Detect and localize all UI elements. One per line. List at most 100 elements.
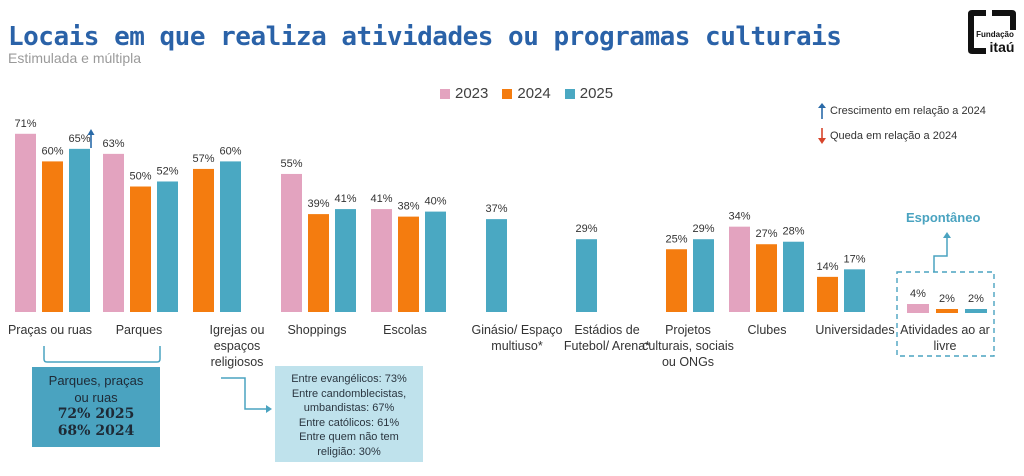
category-label: Ginásio/ Espaço multiuso* bbox=[457, 322, 577, 354]
bar-2024 bbox=[817, 276, 838, 312]
category-label-line: ou ONGs bbox=[661, 355, 715, 369]
value-label: 52% bbox=[156, 165, 178, 177]
bar-2025 bbox=[220, 161, 241, 312]
bar-2023 bbox=[15, 133, 36, 312]
growth-arrow-icon bbox=[87, 129, 95, 148]
religion-line: umbandistas: 67% bbox=[303, 402, 395, 414]
value-label: 4% bbox=[910, 288, 926, 300]
religion-line: Entre evangélicos: 73% bbox=[291, 373, 407, 385]
bar-2025 bbox=[844, 269, 865, 312]
value-label: 41% bbox=[334, 193, 356, 205]
chart-legend: 2023 2024 2025 bbox=[440, 85, 613, 102]
arrow-up-icon bbox=[818, 103, 826, 119]
category-label: Praças ou ruas bbox=[0, 322, 110, 338]
religion-connector-arrow bbox=[221, 377, 272, 413]
bar-2025 bbox=[965, 309, 987, 313]
value-label: 65% bbox=[68, 133, 90, 145]
legend-item-2023: 2023 bbox=[440, 85, 488, 102]
bars-layer bbox=[15, 133, 987, 313]
spontaneous-label: Espontâneo bbox=[906, 210, 981, 225]
arrow-down-icon bbox=[818, 128, 826, 144]
legend-label-2023: 2023 bbox=[455, 85, 489, 102]
value-label: 25% bbox=[665, 233, 687, 245]
category-label-line: Universidades bbox=[815, 323, 895, 337]
value-label: 14% bbox=[816, 261, 838, 273]
value-label: 50% bbox=[129, 171, 151, 183]
religion-breakdown-box: Entre evangélicos: 73% Entre candombleci… bbox=[275, 366, 423, 462]
legend-swatch-2023 bbox=[440, 88, 450, 99]
category-label-line: espaços bbox=[213, 339, 261, 353]
value-label: 27% bbox=[755, 228, 777, 240]
bar-2024 bbox=[666, 249, 687, 312]
category-label-line: Escolas bbox=[383, 323, 427, 337]
bar-2025 bbox=[425, 211, 446, 312]
summary-line-3: 72% 2025 bbox=[57, 406, 135, 422]
value-label: 17% bbox=[843, 253, 865, 265]
value-label: 37% bbox=[485, 203, 507, 215]
category-label-line: Estádios de bbox=[574, 323, 640, 337]
category-label-line: Shoppings bbox=[287, 323, 347, 337]
bar-2025 bbox=[157, 181, 178, 312]
value-label: 2% bbox=[968, 293, 984, 305]
value-label: 71% bbox=[14, 118, 36, 130]
category-label: Clubes bbox=[707, 322, 827, 338]
category-label-line: culturais, sociais bbox=[642, 339, 734, 353]
value-label: 34% bbox=[728, 211, 750, 223]
category-label: Estádios de Futebol/ Arena* bbox=[547, 322, 667, 354]
decline-label: Queda em relação a 2024 bbox=[830, 130, 958, 142]
bar-2024 bbox=[42, 161, 63, 312]
category-label: Escolas bbox=[345, 322, 465, 338]
category-label-line: religiosos bbox=[210, 355, 264, 369]
category-label-line: Clubes bbox=[747, 323, 787, 337]
value-labels-layer: 71% 60% 65% 63% 50% 52% 57% 60% 55% 39% 41% 41% 38% 4… bbox=[14, 118, 984, 305]
category-label-line: Parques bbox=[115, 323, 163, 337]
value-label: 55% bbox=[280, 158, 302, 170]
bar-2024 bbox=[193, 168, 214, 312]
legend-swatch-2025 bbox=[564, 88, 575, 99]
bar-2025 bbox=[335, 209, 356, 312]
bar-2023 bbox=[729, 226, 750, 312]
category-label: Universidades bbox=[795, 322, 915, 338]
category-label-line: Futebol/ Arena* bbox=[563, 339, 651, 353]
category-label: Shoppings bbox=[257, 322, 377, 338]
value-label: 41% bbox=[370, 193, 392, 205]
category-label-line: Igrejas ou bbox=[209, 323, 265, 337]
bar-2024 bbox=[308, 214, 329, 312]
legend-label-2024: 2024 bbox=[517, 85, 551, 102]
bar-2025 bbox=[69, 148, 90, 312]
summary-line-2: ou ruas bbox=[74, 390, 118, 405]
fundacao-itau-logo: Fundação itaú bbox=[968, 10, 1016, 55]
logo-text-bottom: itaú bbox=[990, 39, 1015, 55]
bar-2023 bbox=[281, 173, 302, 312]
value-label: 40% bbox=[424, 196, 446, 208]
category-label: Projetos culturais, sociais ou ONGs bbox=[628, 322, 748, 370]
bar-2023 bbox=[103, 153, 124, 312]
value-label: 38% bbox=[397, 201, 419, 213]
category-label: Parques bbox=[79, 322, 199, 338]
bar-2024 bbox=[756, 244, 777, 312]
bar-2024 bbox=[398, 216, 419, 312]
summary-line-1: Parques, praças bbox=[48, 373, 144, 388]
religion-line: Entre candomblecistas, bbox=[291, 387, 407, 400]
value-label: 29% bbox=[692, 223, 714, 235]
growth-label: Crescimento em relação a 2024 bbox=[830, 105, 986, 117]
legend-growth: Crescimento em relação a 2024 bbox=[818, 103, 986, 119]
category-label-line: Atividades ao ar bbox=[900, 323, 990, 337]
bar-2024 bbox=[936, 309, 958, 313]
religion-line: Entre católicos: 61% bbox=[298, 416, 400, 429]
bar-2025 bbox=[693, 239, 714, 312]
bar-2023 bbox=[371, 209, 392, 312]
bar-2024 bbox=[130, 186, 151, 312]
value-label: 60% bbox=[41, 145, 63, 157]
bar-2025 bbox=[783, 241, 804, 312]
page-subtitle: Estimulada e múltipla bbox=[8, 50, 142, 66]
category-label: Atividades ao ar livre bbox=[885, 322, 1005, 354]
parks-summary-box: Parques, praças ou ruas 72% 2025 68% 202… bbox=[32, 367, 160, 447]
religion-line: Entre quem não tem bbox=[299, 431, 399, 443]
religion-line: religião: 30% bbox=[317, 445, 381, 458]
value-label: 28% bbox=[782, 226, 804, 238]
summary-line-4: 68% 2024 bbox=[57, 423, 135, 439]
legend-item-2024: 2024 bbox=[502, 85, 551, 102]
spontaneous-arrow bbox=[933, 232, 951, 272]
